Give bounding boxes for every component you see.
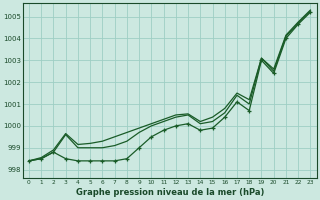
X-axis label: Graphe pression niveau de la mer (hPa): Graphe pression niveau de la mer (hPa) [76,188,264,197]
